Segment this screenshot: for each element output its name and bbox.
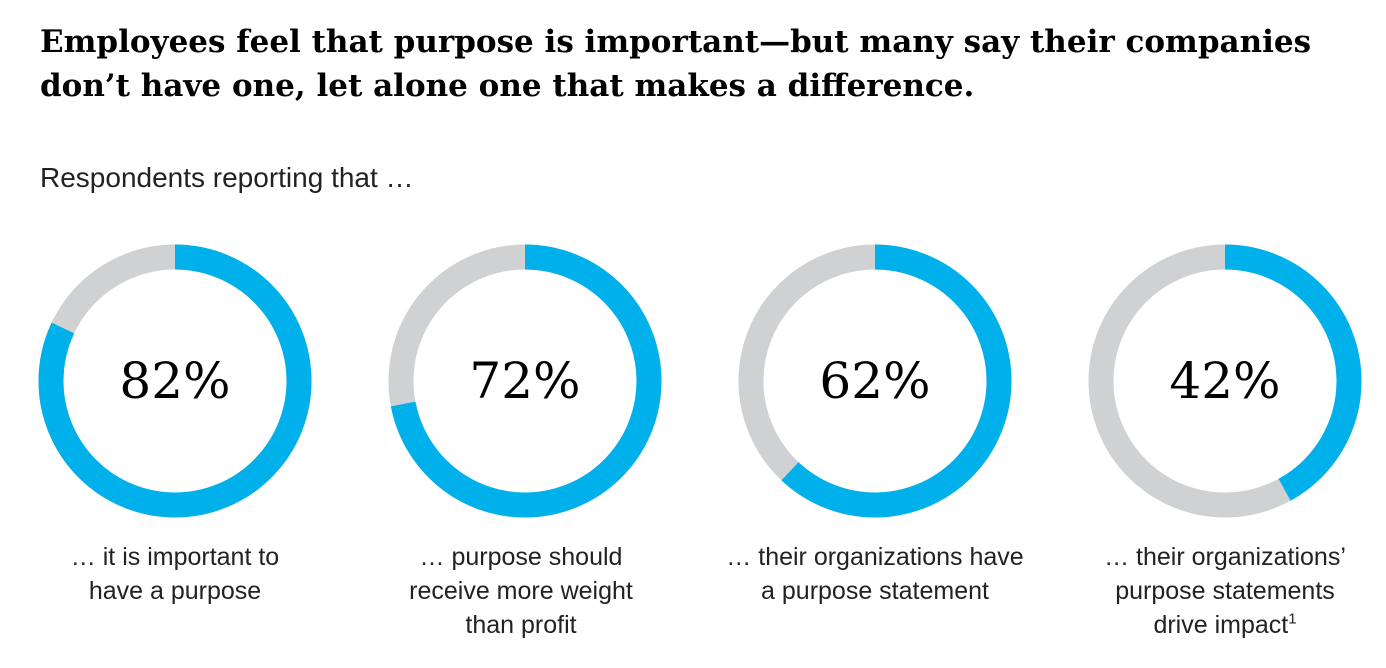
donut-caption-3: … their organizations have a purpose sta… (705, 540, 1045, 608)
donut-chart-4: 42% (1088, 244, 1362, 518)
caption-line: have a purpose (88, 577, 262, 605)
donut-value-1: 82% (119, 352, 231, 410)
donut-arc-3 (738, 244, 1012, 518)
donut-ring-2 (388, 244, 662, 518)
chart-subtitle: Respondents reporting that … (40, 162, 414, 193)
donut-chart-3: 62% (738, 244, 1012, 518)
donut-caption-1: … it is important to have a purpose (5, 540, 345, 608)
donut-value-3: 62% (819, 352, 931, 410)
footnote-marker: 1 (1288, 610, 1297, 628)
caption-line: … purpose should (419, 543, 623, 571)
caption-line-text: drive impact (1153, 611, 1289, 639)
donut-caption-4: … their organizations’ purpose statement… (1055, 540, 1386, 642)
donut-caption-2: … purpose should receive more weight tha… (351, 540, 691, 642)
donut-arc-1 (38, 244, 312, 518)
donut-value-2: 72% (469, 352, 581, 410)
caption-line: than profit (465, 611, 577, 639)
donut-value-4: 42% (1169, 352, 1281, 410)
caption-line: … it is important to (70, 543, 280, 571)
donut-ring-1 (38, 244, 312, 518)
caption-line: purpose statements (1115, 577, 1335, 605)
caption-line: drive impact1 (1055, 608, 1386, 642)
chart-title: Employees feel that purpose is important… (40, 24, 1312, 104)
caption-line: … their organizations’ (1104, 543, 1346, 571)
donut-arc-2 (388, 244, 662, 518)
donut-arc-4 (1088, 244, 1362, 518)
donut-ring-3 (738, 244, 1012, 518)
caption-line: receive more weight (409, 577, 633, 605)
donut-chart-2: 72% (388, 244, 662, 518)
caption-line: … their organizations have (726, 543, 1024, 571)
donut-ring-4 (1088, 244, 1362, 518)
donut-chart-1: 82% (38, 244, 312, 518)
caption-line: a purpose statement (761, 577, 989, 605)
